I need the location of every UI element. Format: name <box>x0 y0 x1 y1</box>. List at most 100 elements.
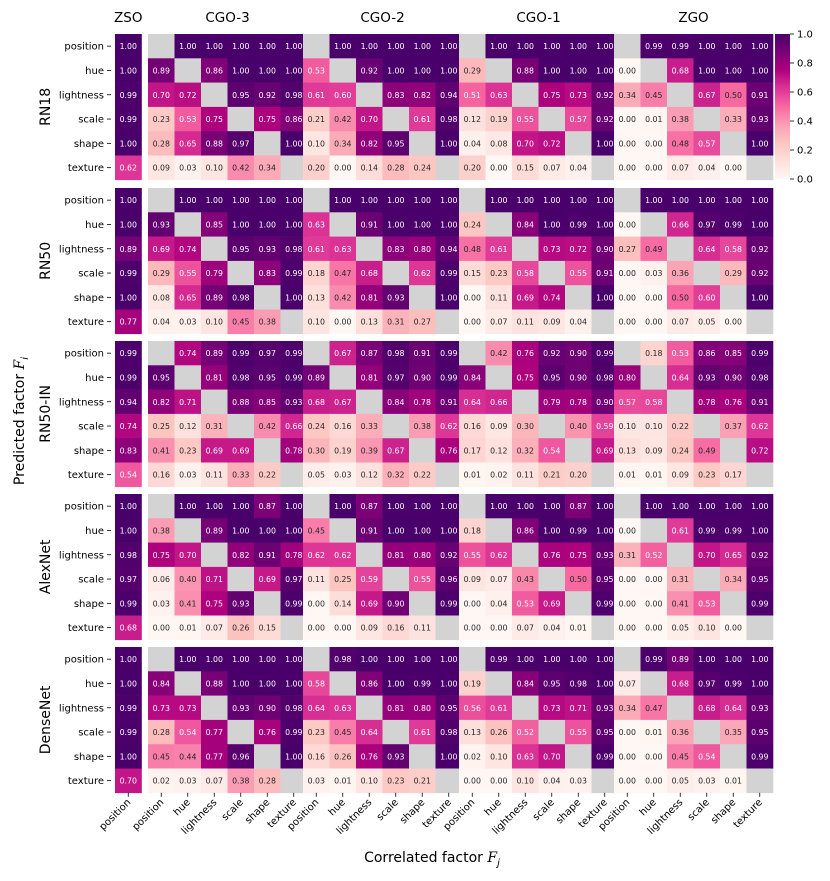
row-label-scale: scale <box>78 422 104 433</box>
cell-value: 0.91 <box>596 269 613 278</box>
cell-value: 0.99 <box>645 655 662 664</box>
cell-value: 0.09 <box>543 318 560 327</box>
heatmap-cell <box>512 309 539 335</box>
missing-cell <box>148 494 175 519</box>
heatmap-cell <box>512 341 539 366</box>
heatmap-cell <box>254 462 281 488</box>
cell-value: 0.87 <box>570 502 587 511</box>
heatmap-cell <box>303 438 330 463</box>
heatmap-cell <box>329 413 357 439</box>
heatmap-cell <box>485 260 513 286</box>
block-rn50: RN50 position hue lightness scale shape textur… <box>38 188 774 335</box>
cell-value: 1.00 <box>543 196 560 205</box>
heatmap-cell <box>591 719 619 745</box>
heatmap-cell <box>174 309 202 335</box>
heatmap-cell <box>667 671 694 696</box>
missing-cell <box>435 309 463 335</box>
heatmap-cell <box>329 615 357 641</box>
heatmap-cell <box>280 365 308 390</box>
cell-value: 1.00 <box>698 502 715 511</box>
heatmap-cell <box>640 131 668 156</box>
cell-value: 0.10 <box>206 318 223 327</box>
missing-cell <box>201 695 228 721</box>
missing-cell <box>512 236 539 262</box>
heatmap-cell <box>303 768 330 794</box>
heatmap-cell <box>720 34 747 59</box>
heatmap-cell <box>512 365 539 390</box>
missing-cell <box>148 647 175 672</box>
missing-cell <box>746 768 774 794</box>
heatmap-cell <box>459 82 486 108</box>
cell-value: 0.12 <box>179 422 196 431</box>
heatmap-cell <box>720 155 747 181</box>
heatmap-cell <box>512 34 539 59</box>
heatmap-cell <box>693 285 721 310</box>
cell-value: 0.23 <box>698 471 715 480</box>
cell-value: 1.00 <box>751 196 768 205</box>
heatmap-cell <box>640 566 668 592</box>
heatmap-cell <box>382 82 410 108</box>
cell-value: 1.00 <box>259 526 276 535</box>
heatmap-cell <box>746 131 774 156</box>
heatmap-cell <box>485 768 513 794</box>
heatmap-cell <box>512 494 539 519</box>
cell-value: 0.04 <box>570 164 587 173</box>
heatmap-cell <box>591 494 619 519</box>
heatmap-cell <box>591 647 619 672</box>
cell-value: 0.00 <box>619 115 636 124</box>
heatmap-cell <box>693 462 721 488</box>
cell-value: 0.34 <box>619 704 636 713</box>
heatmap-cell <box>254 212 281 237</box>
heatmap-cell <box>591 365 619 390</box>
y-axis-math-index: i <box>20 357 31 360</box>
heatmap-cell <box>512 131 539 156</box>
heatmap-cell <box>174 768 202 794</box>
missing-cell <box>227 719 255 745</box>
heatmap-cell <box>280 647 308 672</box>
heatmap-cell <box>280 695 308 721</box>
heatmap-cell <box>174 542 202 568</box>
zso-cell <box>115 188 142 213</box>
cell-value: 0.90 <box>570 373 587 382</box>
heatmap-cell <box>693 671 721 696</box>
column-title-cgo-3: CGO-3 <box>205 10 249 26</box>
heatmap-cell <box>459 695 486 721</box>
heatmap-cell <box>174 494 202 519</box>
missing-cell <box>640 212 668 237</box>
heatmap-cell <box>409 82 436 108</box>
cell-value: 0.70 <box>179 551 196 560</box>
row-label-shape: shape <box>74 293 104 304</box>
heatmap-cell <box>720 309 747 335</box>
heatmap-cell <box>254 82 281 108</box>
column-titles: ZSO CGO-3 CGO-2 CGO-1 ZGO <box>114 10 709 26</box>
cell-value: 0.57 <box>570 115 587 124</box>
cell-value: 0.50 <box>570 575 587 584</box>
cell-value: 0.37 <box>725 422 742 431</box>
missing-cell <box>435 155 463 181</box>
heatmap-cell <box>201 365 228 390</box>
heatmap-cell <box>148 671 175 696</box>
cell-value: 0.22 <box>672 422 689 431</box>
heatmap-cell <box>614 285 641 310</box>
heatmap-cell <box>329 566 357 592</box>
row-label-position: position <box>64 655 104 666</box>
cell-value: 0.11 <box>414 624 431 633</box>
missing-cell <box>227 566 255 592</box>
heatmap-cell <box>538 647 566 672</box>
heatmap-cell <box>538 155 566 181</box>
zso-value: 0.99 <box>120 599 137 608</box>
cell-value: 0.98 <box>285 91 302 100</box>
heatmap-cell <box>435 695 463 721</box>
cell-value: 0.76 <box>725 398 742 407</box>
zso-cell <box>115 34 142 59</box>
cell-value: 0.22 <box>414 471 431 480</box>
cell-value: 0.91 <box>440 398 457 407</box>
cell-value: 0.00 <box>464 318 481 327</box>
zso-cell <box>115 744 142 769</box>
cell-value: 0.68 <box>672 66 689 75</box>
heatmap-cell <box>435 212 463 237</box>
zso-value: 0.99 <box>120 704 137 713</box>
heatmap-cell <box>254 695 281 721</box>
heatmap-cell <box>693 695 721 721</box>
cell-value: 0.41 <box>153 446 170 455</box>
